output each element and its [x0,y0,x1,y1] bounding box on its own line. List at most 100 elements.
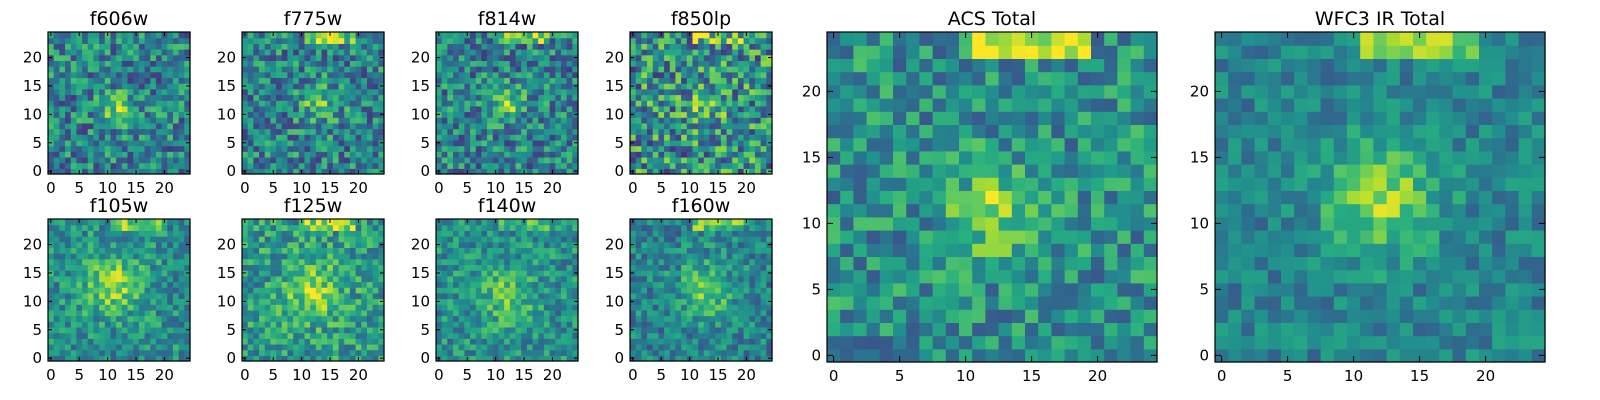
heatmap-cell [732,281,739,288]
heatmap-cell [664,77,671,84]
heatmap-cell [515,71,522,79]
heatmap-cell [259,60,266,67]
heatmap-cell [709,134,716,141]
heatmap-cell [361,49,368,56]
heatmap-cell [355,128,362,135]
heatmap-cell [247,264,254,271]
heatmap-cell [127,355,134,362]
heatmap-cell [760,88,767,96]
heatmap-cell [99,60,106,67]
heatmap-cell [555,326,562,334]
heatmap-cell [515,54,522,61]
heatmap-cell [453,83,460,90]
heatmap-cell [298,128,306,135]
heatmap-cell [121,236,129,243]
heatmap-cell [492,117,500,124]
heatmap-cell [658,321,665,328]
heatmap-cell [664,88,671,96]
heatmap-cell [526,122,534,130]
heatmap-cell [521,309,528,317]
heatmap-cell [509,71,517,79]
heatmap-cell [315,315,323,322]
heatmap-cell [287,88,294,96]
heatmap-cell [703,77,711,84]
heatmap-cell [76,332,83,339]
heatmap-cell [321,219,328,226]
heatmap-cell [144,236,151,243]
heatmap-cell [116,230,123,237]
heatmap-cell [652,66,659,73]
heatmap-cell [281,37,289,44]
heatmap-cell [87,139,95,147]
heatmap-cell [93,270,100,277]
heatmap-cell [178,326,185,334]
heatmap-cell [259,32,266,39]
panel-title: f775w [284,8,343,30]
heatmap-cell [526,258,534,266]
heatmap-cell [310,94,317,101]
heatmap-cell [378,162,385,169]
heatmap-cell [121,49,129,56]
heatmap-cell [121,168,129,175]
heatmap-cell [293,338,300,345]
heatmap-cell [464,37,471,44]
heatmap-cell [549,60,556,67]
heatmap-cell [669,298,677,305]
heatmap-cell [754,326,762,334]
heatmap-cell [692,343,699,351]
heatmap-cell [327,60,334,67]
heatmap-cell [498,230,505,237]
heatmap-cell [361,332,368,339]
heatmap-cell [749,338,756,345]
heatmap-cell [247,60,254,67]
heatmap-cell [349,315,357,322]
heatmap-cell [53,156,60,164]
heatmap-cell [698,287,705,294]
heatmap-cell [635,77,642,84]
heatmap-cell [635,54,642,61]
heatmap-cell [555,349,562,356]
heatmap-cell [121,315,129,322]
heatmap-cell [270,253,277,260]
heatmap-cell [172,122,180,130]
heatmap-cell [715,37,722,44]
heatmap-cell [116,287,123,294]
heatmap-cell [76,253,83,260]
heatmap-cell [515,224,522,231]
heatmap-cell [161,111,168,118]
heatmap-cell [526,287,534,294]
heatmap-cell [538,145,545,152]
heatmap-cell [127,32,134,39]
heatmap-cell [332,134,340,141]
heatmap-cell [82,281,89,288]
heatmap-cell [349,168,357,175]
heatmap-cell [487,241,494,248]
heatmap-cell [172,54,180,61]
heatmap-cell [766,117,773,124]
heatmap-cell [487,66,494,73]
heatmap-cell [70,60,77,67]
heatmap-cell [647,128,654,135]
heatmap-cell [458,156,465,164]
heatmap-cell [652,156,659,164]
heatmap-cell [332,145,340,152]
heatmap-cell [167,219,174,226]
heatmap-cell [453,315,460,322]
heatmap-cell [264,71,271,79]
heatmap-cell [515,134,522,141]
heatmap-cell [498,332,505,339]
heatmap-cell [349,83,357,90]
heatmap-cell [178,88,185,96]
heatmap-cell [344,145,351,152]
heatmap-cell [464,128,471,135]
heatmap-cell [543,66,551,73]
heatmap-cell [321,162,328,169]
heatmap-cell [327,236,334,243]
heatmap-cell [555,343,562,351]
heatmap-cell [572,309,579,317]
heatmap-cell [150,151,157,158]
heatmap-cell [635,88,642,96]
heatmap-cell [310,275,317,283]
heatmap-cell [332,94,340,101]
heatmap-cell [549,111,556,118]
